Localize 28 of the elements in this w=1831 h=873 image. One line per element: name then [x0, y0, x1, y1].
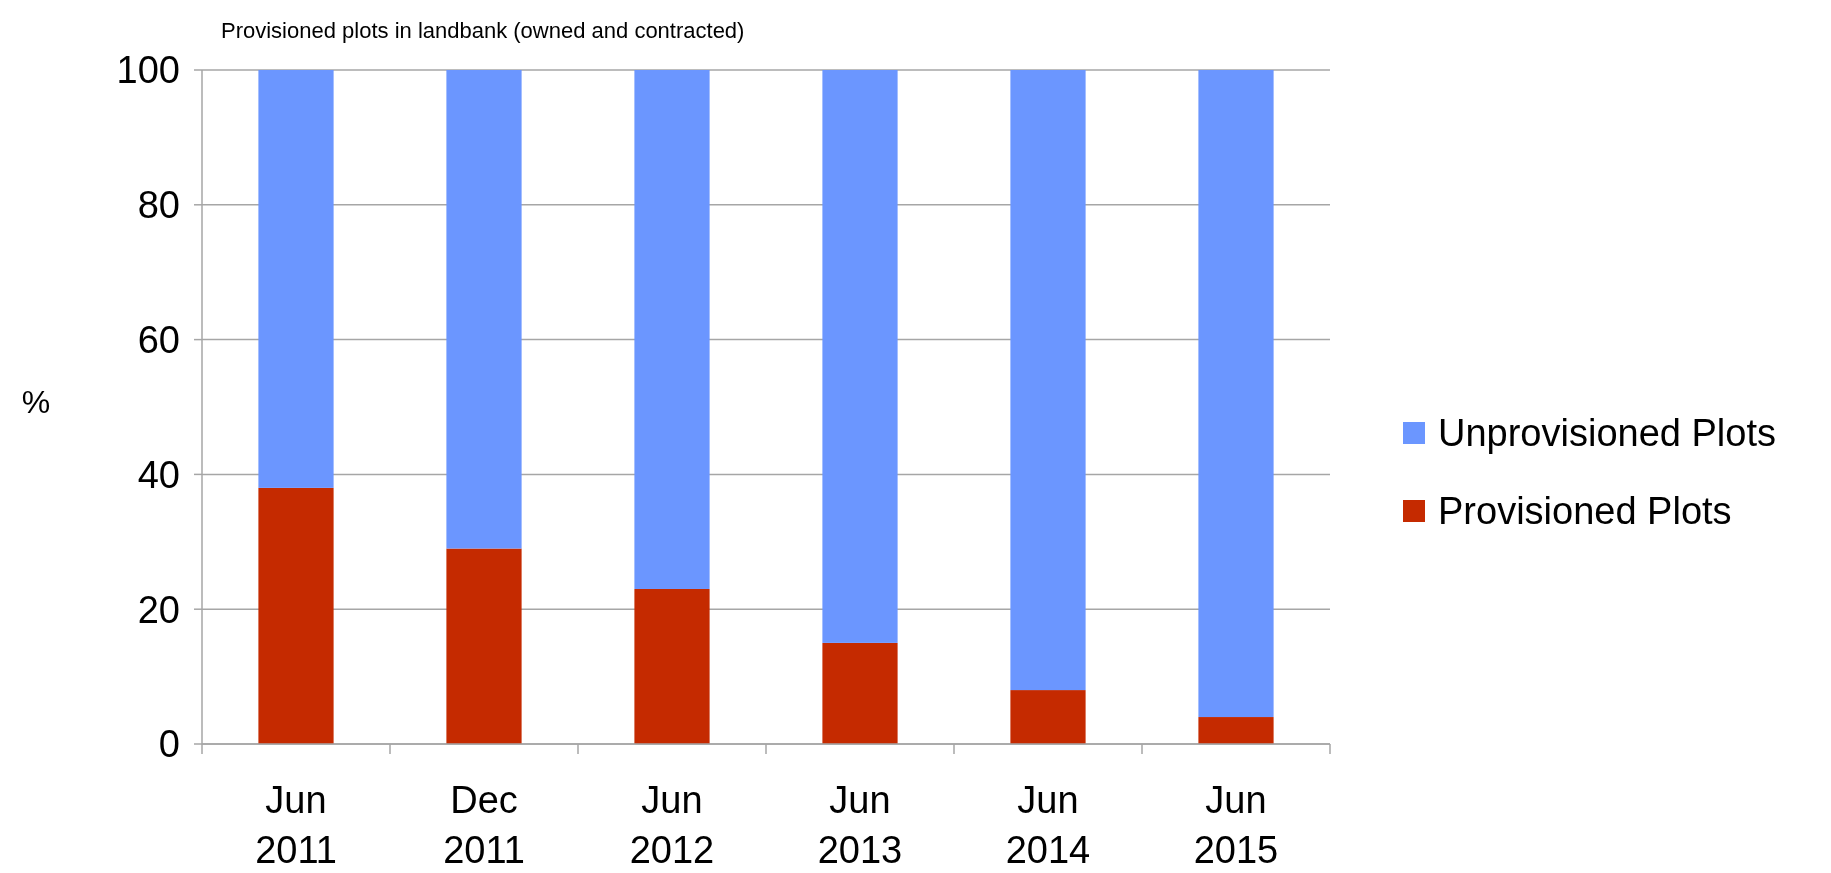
bar — [446, 70, 522, 549]
y-tick-label: 60 — [137, 318, 180, 361]
bar — [634, 588, 710, 744]
x-tick-label: Jun 2012 — [629, 779, 715, 871]
y-axis-title: % — [21, 384, 51, 420]
y-tick-label: 80 — [137, 184, 180, 227]
y-tick-label: 100 — [116, 49, 180, 92]
bar — [1010, 70, 1086, 691]
bar — [1198, 70, 1274, 718]
bar — [1198, 717, 1274, 744]
bar — [258, 70, 334, 488]
x-tick-label: Jun 2011 — [255, 779, 337, 871]
y-tick-label: 40 — [137, 453, 180, 496]
y-tick-label: 0 — [158, 723, 180, 766]
bar — [1010, 690, 1086, 744]
bar — [822, 642, 898, 744]
x-tick-label: Jun 2015 — [1193, 779, 1279, 871]
legend-label: Unprovisioned Plots — [1438, 412, 1776, 455]
x-tick-label: Jun 2013 — [817, 779, 903, 871]
chart-title: Provisioned plots in landbank (owned and contracted) — [221, 18, 745, 43]
x-tick-label: Jun 2014 — [1005, 779, 1091, 871]
bar — [634, 70, 710, 589]
bar — [258, 487, 334, 744]
x-tick-label: Dec 2011 — [443, 779, 525, 871]
y-tick-label: 20 — [137, 588, 180, 631]
bar — [446, 548, 522, 744]
legend-label: Provisioned Plots — [1438, 490, 1732, 533]
bar — [822, 70, 898, 643]
